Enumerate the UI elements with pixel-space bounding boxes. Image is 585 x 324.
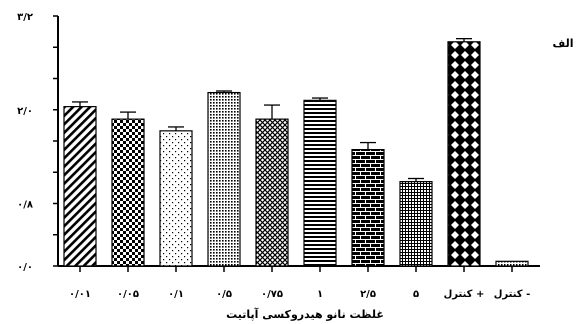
panel-label: الف	[552, 37, 573, 50]
bar	[303, 99, 337, 267]
bar	[447, 41, 481, 267]
y-tick-label: ۰/۰	[17, 262, 33, 273]
bar	[255, 118, 289, 267]
y-tick-label: ۳/۲	[17, 12, 33, 23]
x-tick-label: ۲/۵	[360, 289, 376, 300]
bar	[207, 91, 241, 267]
x-tick-label: ۰/۰۵	[117, 289, 139, 300]
y-tick-label: ۲/۰	[17, 106, 33, 117]
x-axis-title: غلظت نانو هیدروکسی آپاتیت	[226, 307, 384, 321]
x-tick-label: کنترل +	[444, 289, 485, 300]
bars	[63, 41, 529, 267]
bar	[63, 106, 97, 267]
y-axis-ticks: ۰/۰ ۰/۸ ۲/۰ ۳/۲	[17, 12, 58, 273]
bar	[399, 181, 433, 267]
x-axis-ticks: ۰/۰۱ ۰/۰۵ ۰/۱ ۰/۵ ۰/۷۵ ۱ ۲/۵ ۵ کنترل + کنترل -	[69, 266, 530, 300]
x-tick-label: ۰/۰۱	[69, 289, 91, 300]
x-tick-label: ۱	[317, 289, 323, 300]
bar	[111, 118, 145, 267]
bar	[351, 148, 385, 267]
bar	[495, 260, 529, 267]
x-tick-label: ۰/۱	[168, 289, 184, 300]
x-tick-label: کنترل -	[494, 289, 531, 300]
x-tick-label: ۰/۷۵	[261, 289, 283, 300]
x-tick-label: ۵	[413, 289, 419, 300]
x-tick-label: ۰/۵	[216, 289, 232, 300]
y-tick-label: ۰/۸	[17, 200, 33, 211]
error-bars	[72, 38, 472, 182]
bar	[159, 130, 193, 267]
